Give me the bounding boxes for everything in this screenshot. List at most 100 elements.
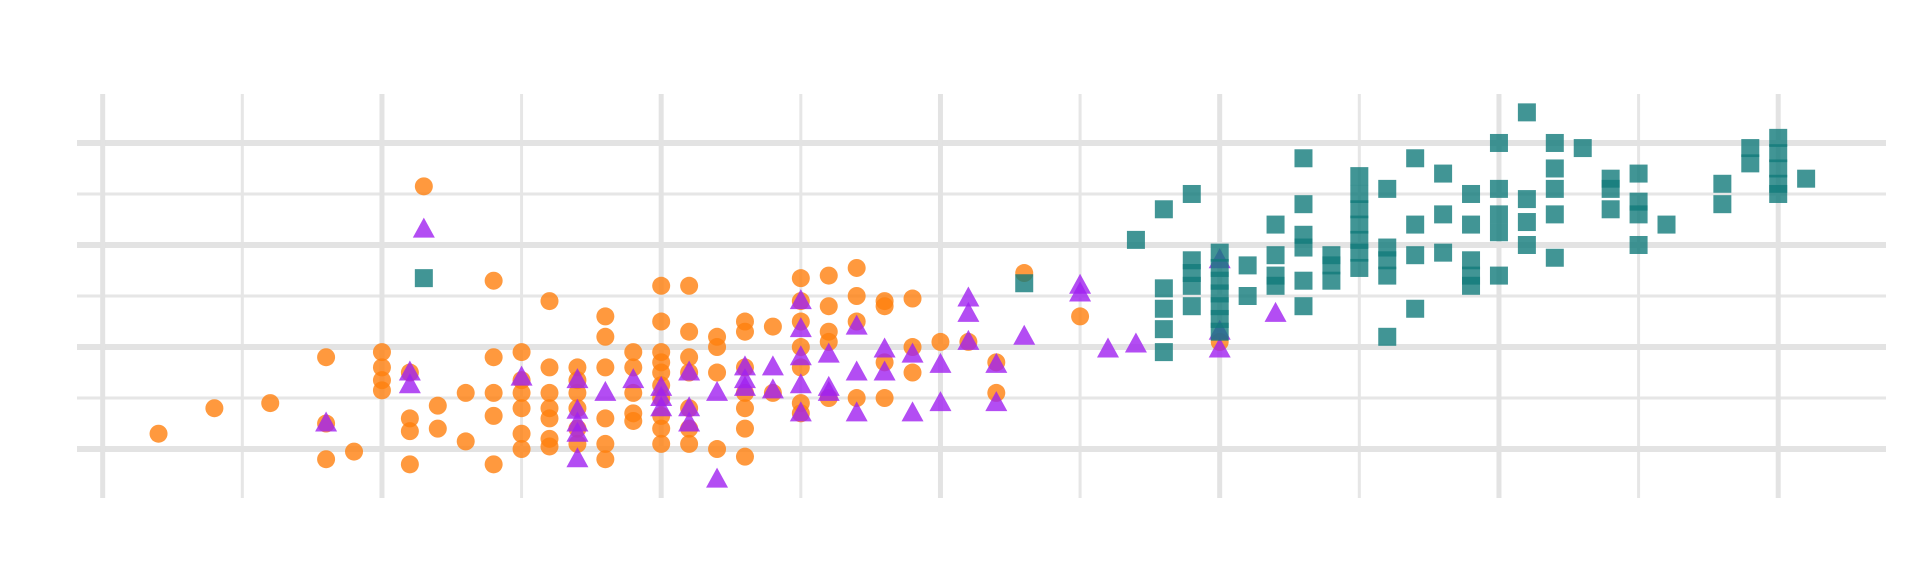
point xyxy=(372,381,391,400)
point xyxy=(1629,164,1648,183)
point xyxy=(622,368,645,389)
point xyxy=(817,342,840,363)
point xyxy=(1406,246,1425,265)
point xyxy=(1489,133,1508,152)
point xyxy=(929,352,952,373)
point xyxy=(512,383,531,402)
point xyxy=(1713,174,1732,193)
point xyxy=(1378,251,1397,270)
point xyxy=(400,422,419,441)
point xyxy=(372,358,391,377)
point xyxy=(1238,287,1257,305)
point xyxy=(1545,248,1564,267)
point xyxy=(1350,200,1369,219)
point xyxy=(735,399,754,418)
point xyxy=(568,358,587,377)
point xyxy=(484,271,503,290)
point xyxy=(1517,103,1536,122)
point xyxy=(624,383,643,402)
point xyxy=(1124,332,1147,353)
point xyxy=(706,467,729,488)
point xyxy=(735,419,754,438)
point xyxy=(1741,154,1760,173)
point xyxy=(680,348,699,367)
point xyxy=(847,287,866,305)
point xyxy=(596,327,615,346)
point xyxy=(1406,299,1425,318)
point xyxy=(929,391,952,412)
point xyxy=(594,380,617,401)
point xyxy=(1154,200,1173,219)
point xyxy=(733,355,756,376)
point xyxy=(1517,213,1536,232)
point xyxy=(540,292,559,311)
point xyxy=(540,383,559,402)
point xyxy=(596,434,615,453)
point xyxy=(1434,243,1453,262)
point xyxy=(789,401,812,422)
point xyxy=(708,363,727,382)
point xyxy=(596,307,615,326)
point xyxy=(1154,320,1173,339)
point xyxy=(624,358,643,377)
point xyxy=(1601,179,1620,198)
point xyxy=(819,266,838,285)
point xyxy=(652,434,671,453)
point xyxy=(1489,205,1508,224)
point xyxy=(317,450,336,469)
point xyxy=(1294,297,1313,316)
point xyxy=(1769,144,1788,163)
point xyxy=(456,432,475,451)
point xyxy=(789,345,812,366)
point xyxy=(1069,281,1092,302)
point xyxy=(1013,324,1036,345)
point xyxy=(957,329,980,350)
point xyxy=(735,322,754,341)
point xyxy=(400,409,419,428)
point xyxy=(680,322,699,341)
point xyxy=(345,442,364,461)
point xyxy=(510,365,533,386)
point xyxy=(1097,337,1120,358)
point xyxy=(708,338,727,357)
point xyxy=(596,409,615,428)
point xyxy=(1154,279,1173,298)
point xyxy=(484,348,503,367)
point xyxy=(761,355,784,376)
point xyxy=(1378,179,1397,198)
point xyxy=(903,363,922,382)
point xyxy=(903,289,922,308)
point xyxy=(596,358,615,377)
point xyxy=(540,409,559,428)
point xyxy=(1350,167,1369,186)
point xyxy=(315,411,338,432)
point xyxy=(761,378,784,399)
point xyxy=(149,424,168,443)
point xyxy=(1266,276,1285,295)
point xyxy=(1573,139,1592,158)
point xyxy=(652,276,671,295)
point xyxy=(873,360,896,381)
point xyxy=(428,419,447,438)
point xyxy=(566,398,589,419)
point xyxy=(789,373,812,394)
point xyxy=(1713,195,1732,214)
point xyxy=(1266,246,1285,265)
point xyxy=(845,360,868,381)
point xyxy=(875,297,894,316)
point xyxy=(414,269,433,288)
point xyxy=(596,450,615,469)
point xyxy=(650,396,673,417)
point xyxy=(1406,215,1425,234)
point xyxy=(1517,190,1536,209)
point xyxy=(428,396,447,415)
point xyxy=(1350,243,1369,262)
point xyxy=(957,286,980,307)
point xyxy=(1294,149,1313,168)
point xyxy=(1210,322,1229,341)
point xyxy=(512,440,531,459)
point xyxy=(566,411,589,432)
point xyxy=(1629,235,1648,254)
